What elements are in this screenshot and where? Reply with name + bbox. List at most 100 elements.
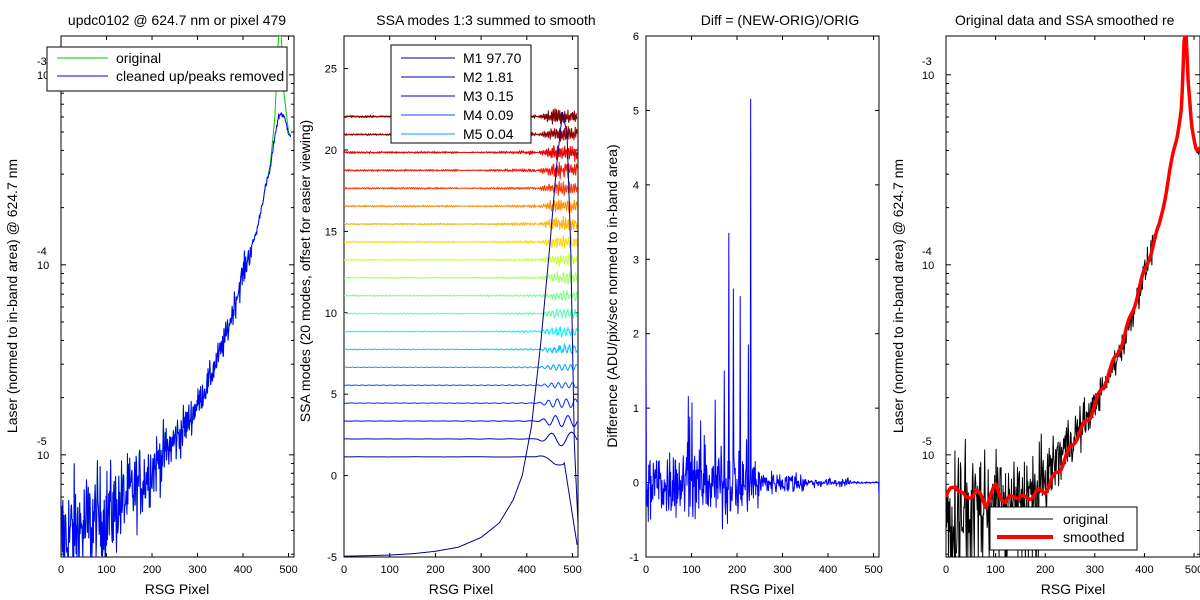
x-axis-label: RSG Pixel (1041, 581, 1106, 597)
x-tick-label: 400 (234, 564, 252, 576)
series-line-mode-12 (344, 271, 578, 285)
x-axis-label: RSG Pixel (730, 581, 795, 597)
legend-label-mode-1: M1 97.70 (463, 50, 522, 66)
series-line-mode-6 (344, 382, 578, 389)
series-line-mode-18 (344, 161, 578, 180)
tick-group: 0 100 200 300 400 500 10 -5 10 -4 10 -3 (922, 36, 1200, 576)
axes-frame (645, 35, 880, 558)
series-line-mode-2 (344, 455, 578, 545)
x-tick-label: 300 (1086, 564, 1104, 576)
series-line-mode-11 (344, 290, 578, 302)
y-tick-label: 3 (633, 254, 639, 266)
y-axis-label: SSA modes (20 modes, offset for easier v… (297, 120, 313, 422)
x-tick-label: 500 (1185, 564, 1200, 576)
series-group (344, 108, 578, 557)
y-tick-label: 20 (325, 145, 337, 157)
y-tick-exponent: -3 (922, 56, 932, 68)
series-line-mode-4 (344, 415, 578, 428)
chart-title: SSA modes 1:3 summed to smooth (376, 12, 595, 28)
series-line-mode-13 (344, 253, 578, 268)
x-tick-label: 400 (518, 564, 536, 576)
x-tick-label: 300 (773, 564, 791, 576)
chart-title: Diff = (NEW-ORIG)/ORIG (701, 12, 860, 28)
y-tick-label: 10 (37, 260, 49, 272)
y-tick-label: 5 (331, 389, 337, 401)
y-tick-label: 10 (37, 70, 49, 82)
y-tick-label: 6 (633, 31, 639, 43)
legend-label-mode-2: M2 1.81 (463, 69, 514, 85)
y-tick-label: 1 (633, 403, 639, 415)
y-tick-label: 0 (331, 471, 337, 483)
x-tick-label: 100 (682, 564, 700, 576)
legend-box (989, 506, 1138, 551)
series-line-mode-9 (344, 326, 578, 338)
series-line-difference (646, 98, 879, 530)
y-tick-label: -5 (327, 552, 337, 564)
x-tick-label: 200 (426, 564, 444, 576)
legend-label-mode-5: M5 0.04 (463, 126, 514, 142)
y-tick-label: 10 (37, 450, 49, 462)
y-tick-label: 10 (325, 308, 337, 320)
x-tick-label: 300 (188, 564, 206, 576)
x-tick-label: 400 (819, 564, 837, 576)
series-line-mode-10 (344, 308, 578, 319)
x-tick-label: 0 (341, 564, 347, 576)
x-tick-label: 400 (1135, 564, 1153, 576)
y-tick-exponent: -4 (37, 246, 47, 258)
series-line-mode-17 (344, 180, 578, 197)
y-axis-label: Laser (normed to in-band area) @ 624.7 n… (890, 159, 906, 433)
x-tick-label: 0 (943, 564, 949, 576)
x-tick-label: 500 (279, 564, 297, 576)
series-group (946, 36, 1200, 557)
panel-ssa-modes: SSA modes 1:3 summed to smooth RSG Pixel… (297, 12, 596, 597)
series-line-mode-14 (344, 235, 578, 249)
series-group (61, 36, 292, 557)
y-tick-exponent: -3 (37, 56, 47, 68)
legend-label-mode-3: M3 0.15 (463, 88, 514, 104)
x-tick-label: 100 (381, 564, 399, 576)
y-tick-label: 5 (633, 105, 639, 117)
x-tick-label: 0 (643, 564, 649, 576)
x-tick-label: 200 (143, 564, 161, 576)
axes-frame (60, 35, 295, 558)
y-tick-label: 4 (633, 180, 639, 192)
legend-label-original: original (116, 50, 161, 66)
y-tick-label: 10 (922, 70, 934, 82)
legend-label-mode-4: M4 0.09 (463, 107, 514, 123)
legend-label-original: original (1063, 511, 1108, 527)
chart-title: Original data and SSA smoothed re (955, 12, 1175, 28)
x-tick-label: 100 (986, 564, 1004, 576)
series-line-mode-1 (344, 112, 578, 557)
x-tick-label: 200 (1036, 564, 1054, 576)
y-tick-label: 2 (633, 329, 639, 341)
series-line-mode-8 (344, 343, 578, 354)
x-tick-label: 200 (728, 564, 746, 576)
panel-smoothed: Original data and SSA smoothed re RSG Pi… (890, 12, 1200, 597)
legend-label-smoothed: smoothed (1063, 529, 1124, 545)
y-axis-label: Laser (normed to in-band area) @ 624.7 n… (4, 159, 20, 433)
x-axis-label: RSG Pixel (145, 581, 210, 597)
y-tick-label: 10 (922, 260, 934, 272)
x-axis-label: RSG Pixel (429, 581, 494, 597)
panel-laser-cleaned: updc0102 @ 624.7 nm or pixel 479 RSG Pix… (4, 12, 298, 597)
series-line-mode-3 (344, 431, 578, 447)
series-group (646, 98, 879, 530)
y-tick-label: 0 (633, 478, 639, 490)
legend-box (46, 46, 288, 92)
x-tick-label: 0 (58, 564, 64, 576)
y-axis-label: Difference (ADU/pix/sec normed to in-ban… (604, 144, 620, 447)
legend-box (390, 44, 532, 144)
tick-group: 0 100 200 300 400 500 10 -5 10 -4 10 -3 (37, 36, 298, 576)
chart-title: updc0102 @ 624.7 nm or pixel 479 (68, 12, 286, 28)
series-line-mode-16 (344, 199, 578, 214)
legend: M1 97.70 M2 1.81 M3 0.15 M4 0.09 M5 0.04 (390, 44, 532, 144)
series-line-smoothed (946, 36, 1200, 509)
y-tick-label: 25 (325, 64, 337, 76)
x-tick-label: 500 (864, 564, 882, 576)
y-tick-label: 15 (325, 226, 337, 238)
x-tick-label: 500 (563, 564, 581, 576)
legend-label-cleaned: cleaned up/peaks removed (116, 68, 284, 84)
y-tick-exponent: -4 (922, 246, 932, 258)
y-tick-exponent: -5 (922, 436, 932, 448)
